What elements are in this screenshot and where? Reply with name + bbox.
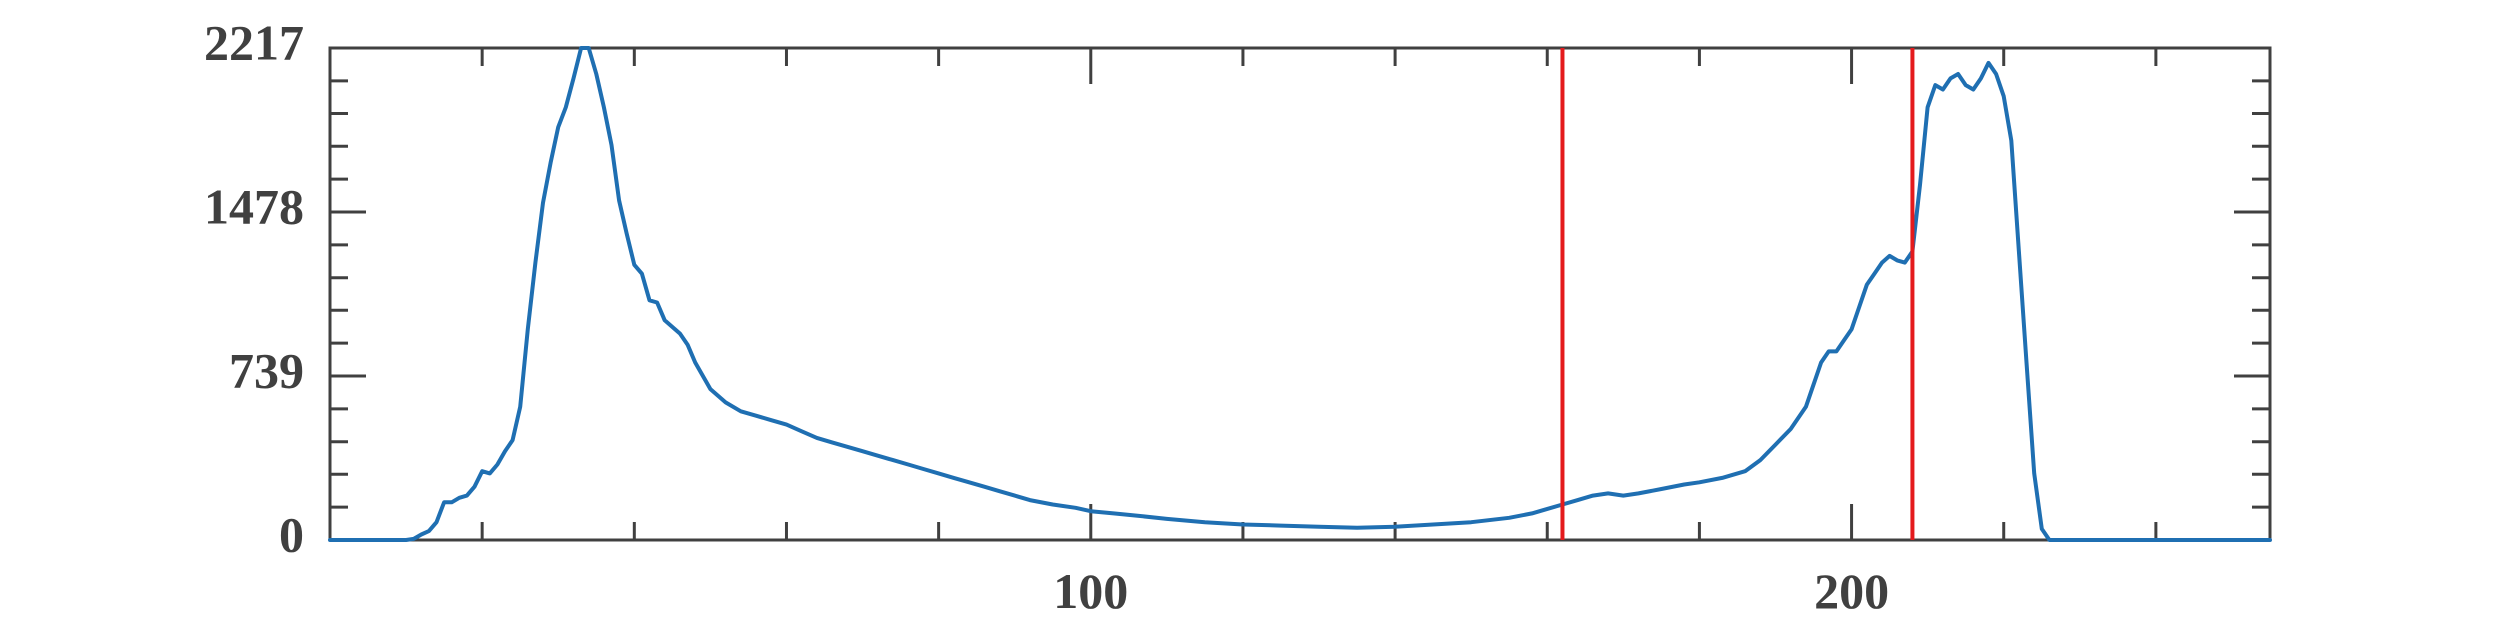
y-tick-label: 739 — [229, 342, 304, 398]
y-tick-label: 2217 — [204, 14, 304, 70]
y-axis-tick-labels: 0 739 1478 2217 — [204, 14, 304, 562]
y-tick-label: 1478 — [204, 178, 304, 234]
plot-area-border — [328, 46, 2272, 542]
y-minor-ticks — [330, 79, 2270, 509]
histogram-series-line — [328, 46, 2272, 542]
y-tick-label: 0 — [279, 506, 304, 562]
x-major-ticks — [1089, 48, 1854, 540]
x-axis-tick-labels: 100 200 — [1053, 563, 1889, 619]
threshold-marker-lines — [1560, 48, 1915, 540]
y-major-ticks — [330, 46, 2270, 542]
x-tick-label: 200 — [1814, 563, 1889, 619]
x-tick-label: 100 — [1053, 563, 1128, 619]
x-minor-ticks — [480, 48, 2158, 540]
